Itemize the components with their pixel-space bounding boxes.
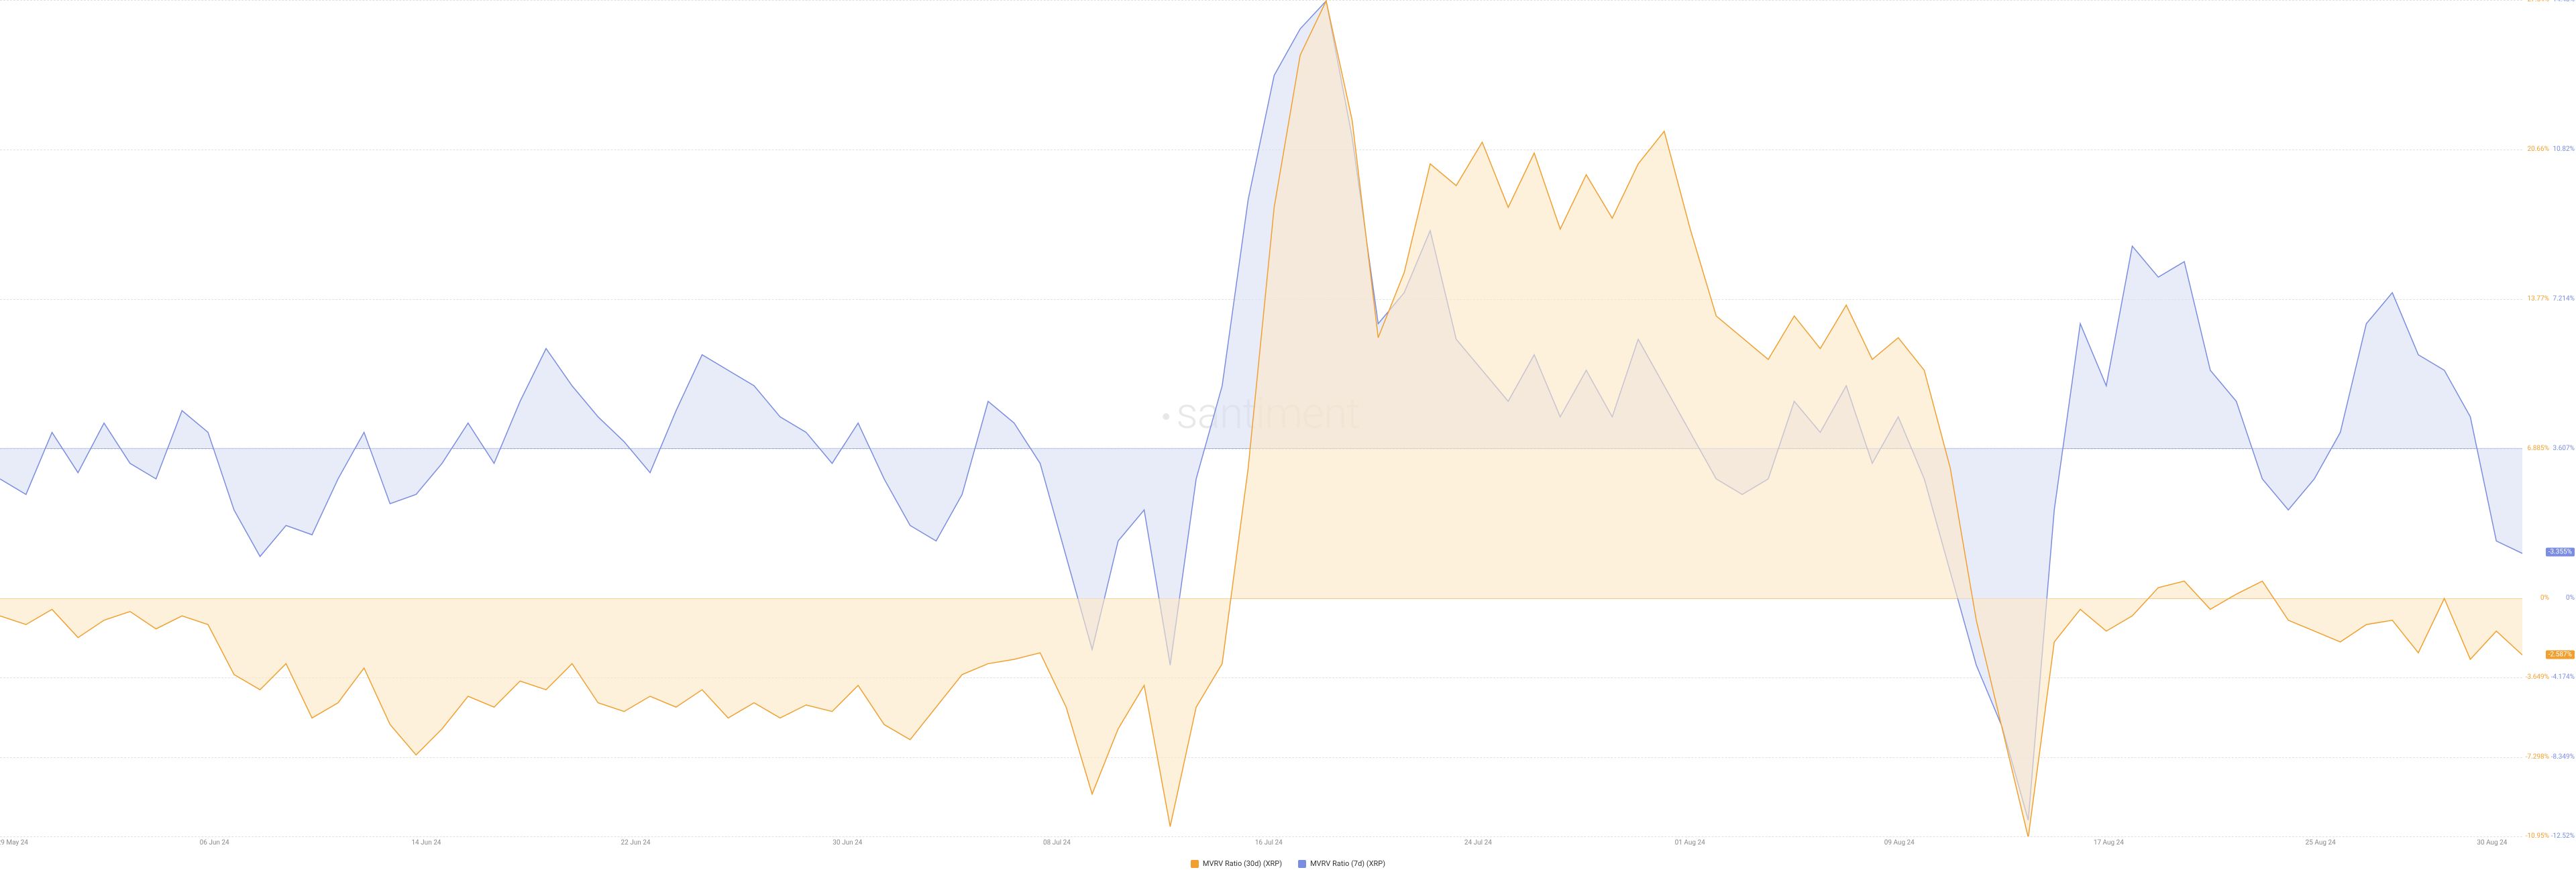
x-tick-label: 24 Jul 24 <box>1464 839 1492 847</box>
y-tick-label-orange: 6.885% <box>2524 445 2549 452</box>
y-tick-label-orange: -3.649% <box>2524 673 2549 681</box>
x-tick-label: 30 Jun 24 <box>833 839 862 847</box>
x-tick-label: 14 Jun 24 <box>411 839 441 847</box>
last-value-tag: -3.355% <box>2546 547 2575 556</box>
y-tick-label-orange: 0% <box>2524 594 2549 602</box>
y-tick-label-blue: -12.52% <box>2549 832 2575 840</box>
legend-item: MVRV Ratio (30d) (XRP) <box>1191 859 1282 868</box>
chart-container: santiment 27.54%14.43%20.66%10.82%13.77%… <box>0 0 2576 872</box>
y-tick-label-orange: 13.77% <box>2524 295 2549 303</box>
x-tick-label: 09 Aug 24 <box>1884 839 1915 847</box>
y-tick-label-blue: 10.82% <box>2549 146 2575 153</box>
x-tick-label: 16 Jul 24 <box>1255 839 1283 847</box>
legend-swatch <box>1191 860 1199 868</box>
legend-swatch <box>1298 860 1306 868</box>
legend: MVRV Ratio (30d) (XRP) MVRV Ratio (7d) (X… <box>0 855 2576 872</box>
x-tick-label: 01 Aug 24 <box>1675 839 1705 847</box>
y-tick-label-orange: -10.95% <box>2524 832 2549 840</box>
y-tick-label-orange: 27.54% <box>2524 0 2549 3</box>
x-tick-label: 22 Jun 24 <box>621 839 651 847</box>
x-tick-label: 08 Jul 24 <box>1043 839 1071 847</box>
legend-label: MVRV Ratio (7d) (XRP) <box>1310 859 1385 868</box>
legend-item: MVRV Ratio (7d) (XRP) <box>1298 859 1385 868</box>
x-tick-label: 29 May 24 <box>0 839 28 847</box>
y-tick-label-orange: 20.66% <box>2524 146 2549 153</box>
y-tick-label-orange: -7.298% <box>2524 753 2549 761</box>
x-tick-label: 30 Aug 24 <box>2477 839 2507 847</box>
y-tick-label-blue: 7.214% <box>2549 295 2575 303</box>
y-tick-label-blue: -8.349% <box>2549 753 2575 761</box>
last-value-tag: -2.587% <box>2546 651 2575 659</box>
legend-label: MVRV Ratio (30d) (XRP) <box>1203 859 1282 868</box>
y-tick-label-blue: -4.174% <box>2549 673 2575 681</box>
x-axis: 29 May 24 06 Jun 24 14 Jun 24 22 Jun 24 30 J… <box>0 839 2522 855</box>
y-tick-label-blue: 14.43% <box>2549 0 2575 3</box>
plot-area: santiment 27.54%14.43%20.66%10.82%13.77%… <box>0 0 2522 836</box>
series-mvrv-ratio-30d-xrp- <box>0 0 2522 836</box>
y-tick-label-blue: 0% <box>2549 594 2575 602</box>
grid-line <box>0 836 2522 837</box>
x-tick-label: 25 Aug 24 <box>2306 839 2336 847</box>
x-tick-label: 17 Aug 24 <box>2094 839 2124 847</box>
x-tick-label: 06 Jun 24 <box>200 839 229 847</box>
y-tick-label-blue: 3.607% <box>2549 445 2575 452</box>
